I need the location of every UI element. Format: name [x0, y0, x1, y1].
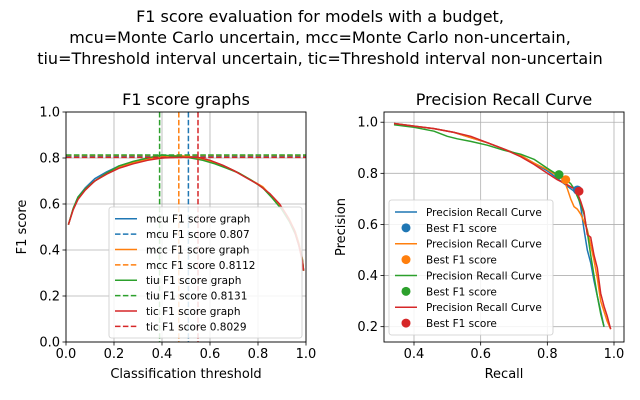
legend-entry-label: Best F1 score [426, 286, 497, 298]
legend-entry-label: Precision Recall Curve [426, 207, 542, 219]
legend-marker-mcu [401, 223, 411, 233]
legend-entry-label: mcu F1 score graph [146, 214, 250, 226]
legend-entry-label: Precision Recall Curve [426, 270, 542, 282]
legend-entry-label: Best F1 score [426, 318, 497, 330]
legend-entry-label: Best F1 score [426, 255, 497, 267]
axes-frame [65, 111, 307, 343]
plot-area [393, 122, 612, 330]
legend-entry-label: tic F1 score 0.8029 [146, 321, 247, 333]
chart-title: F1 score graphs [122, 90, 250, 109]
y-tick-label: 1.0 [357, 116, 378, 131]
x-tick-label: 1.0 [296, 347, 317, 362]
legend-entry-label: tiu F1 score graph [146, 275, 241, 287]
x-tick-label: 0.6 [470, 347, 491, 362]
f1-score-chart: 0.0 0.2 0.4 0.6 0.8 1.0 0.0 0.2 0.4 0.6 0.8 1.0 F1 s… [15, 90, 316, 382]
y-tick-label: 0.6 [39, 198, 60, 213]
x-tick-label: 0.8 [537, 347, 558, 362]
precision-recall-chart: 0.4 0.6 0.8 1.0 0.2 0.4 0.6 0.8 1.0 Precision Rec… [334, 90, 625, 382]
y-axis-label: Precision [334, 198, 349, 256]
legend: mcu F1 score graph mcu F1 score 0.807 mcc … [108, 206, 303, 339]
suptitle-line-1: F1 score evaluation for models with a bu… [136, 7, 504, 26]
y-tick-label: 0.4 [357, 269, 378, 284]
x-tick-label: 0.4 [404, 347, 425, 362]
axes-frame [383, 111, 625, 343]
y-tick-label: 0.6 [357, 218, 378, 233]
x-axis-label: Recall [485, 367, 524, 382]
legend-entry-label: Precision Recall Curve [426, 239, 542, 251]
x-tick-label: 1.0 [604, 347, 625, 362]
legend-entry-label: Best F1 score [426, 223, 497, 235]
best-f1-point-mcc [561, 175, 571, 185]
best-f1-point-tic [574, 186, 584, 196]
legend-frame [108, 206, 303, 339]
series-line-tic [393, 122, 612, 330]
y-axis-label: F1 score [15, 200, 30, 255]
y-tick-label: 0.4 [39, 244, 60, 259]
chart-title: Precision Recall Curve [416, 90, 593, 109]
legend-marker-tiu [401, 286, 411, 296]
x-tick-label: 0.8 [248, 347, 269, 362]
x-tick-label: 0.0 [56, 347, 77, 362]
legend-entry-label: mcu F1 score 0.807 [146, 229, 250, 241]
suptitle-line-2: mcu=Monte Carlo uncertain, mcc=Monte Car… [69, 28, 571, 47]
x-tick-label: 0.4 [152, 347, 173, 362]
x-tick-label: 0.2 [104, 347, 125, 362]
x-tick-label: 0.6 [200, 347, 221, 362]
best-f1-point-tiu [554, 170, 564, 180]
legend-entry-label: mcc F1 score graph [146, 244, 249, 256]
y-tick-label: 0.8 [39, 152, 60, 167]
legend-entry-label: mcc F1 score 0.8112 [146, 260, 255, 272]
y-tick-label: 0.8 [357, 167, 378, 182]
legend-entry-label: Precision Recall Curve [426, 302, 542, 314]
legend-frame [388, 199, 554, 336]
y-tick-label: 1.0 [39, 106, 60, 121]
y-tick-label: 0.0 [39, 336, 60, 351]
y-tick-label: 0.2 [357, 320, 378, 335]
legend: Precision Recall Curve Best F1 score Preci… [388, 199, 554, 336]
legend-entry-label: tiu F1 score 0.8131 [146, 291, 247, 303]
suptitle-line-3: tiu=Threshold interval uncertain, tic=Th… [37, 49, 603, 68]
x-axis-label: Classification threshold [110, 367, 261, 382]
y-tick-label: 0.2 [39, 290, 60, 305]
legend-entry-label: tic F1 score graph [146, 306, 241, 318]
legend-marker-tic [401, 318, 411, 328]
legend-marker-mcc [401, 255, 411, 265]
